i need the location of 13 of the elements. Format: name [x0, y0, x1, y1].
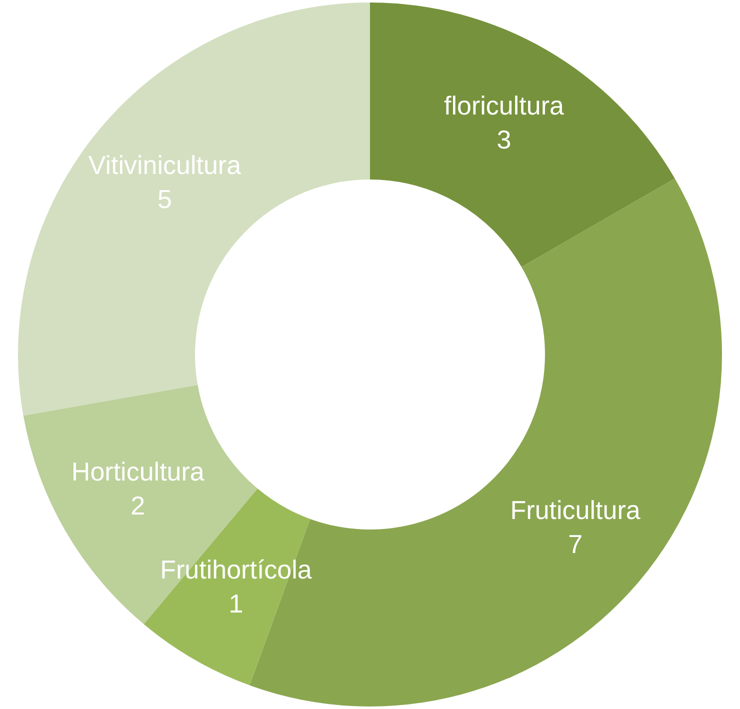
slice-label: Fruticultura — [510, 494, 641, 525]
data-label: 7 — [568, 528, 583, 559]
data-label: 2 — [130, 490, 146, 520]
slice-label: floricultura — [444, 90, 565, 120]
slice-label: Horticultura — [71, 456, 205, 486]
slice-label: Frutihortícola — [160, 554, 312, 585]
data-label: 3 — [496, 124, 512, 154]
donut-slice — [18, 2, 370, 416]
donut-slice — [370, 2, 675, 267]
data-label: 5 — [157, 184, 172, 214]
data-label: 1 — [228, 588, 244, 619]
slice-label: Vitivinicultura — [88, 150, 242, 180]
donut-slice — [144, 488, 310, 686]
